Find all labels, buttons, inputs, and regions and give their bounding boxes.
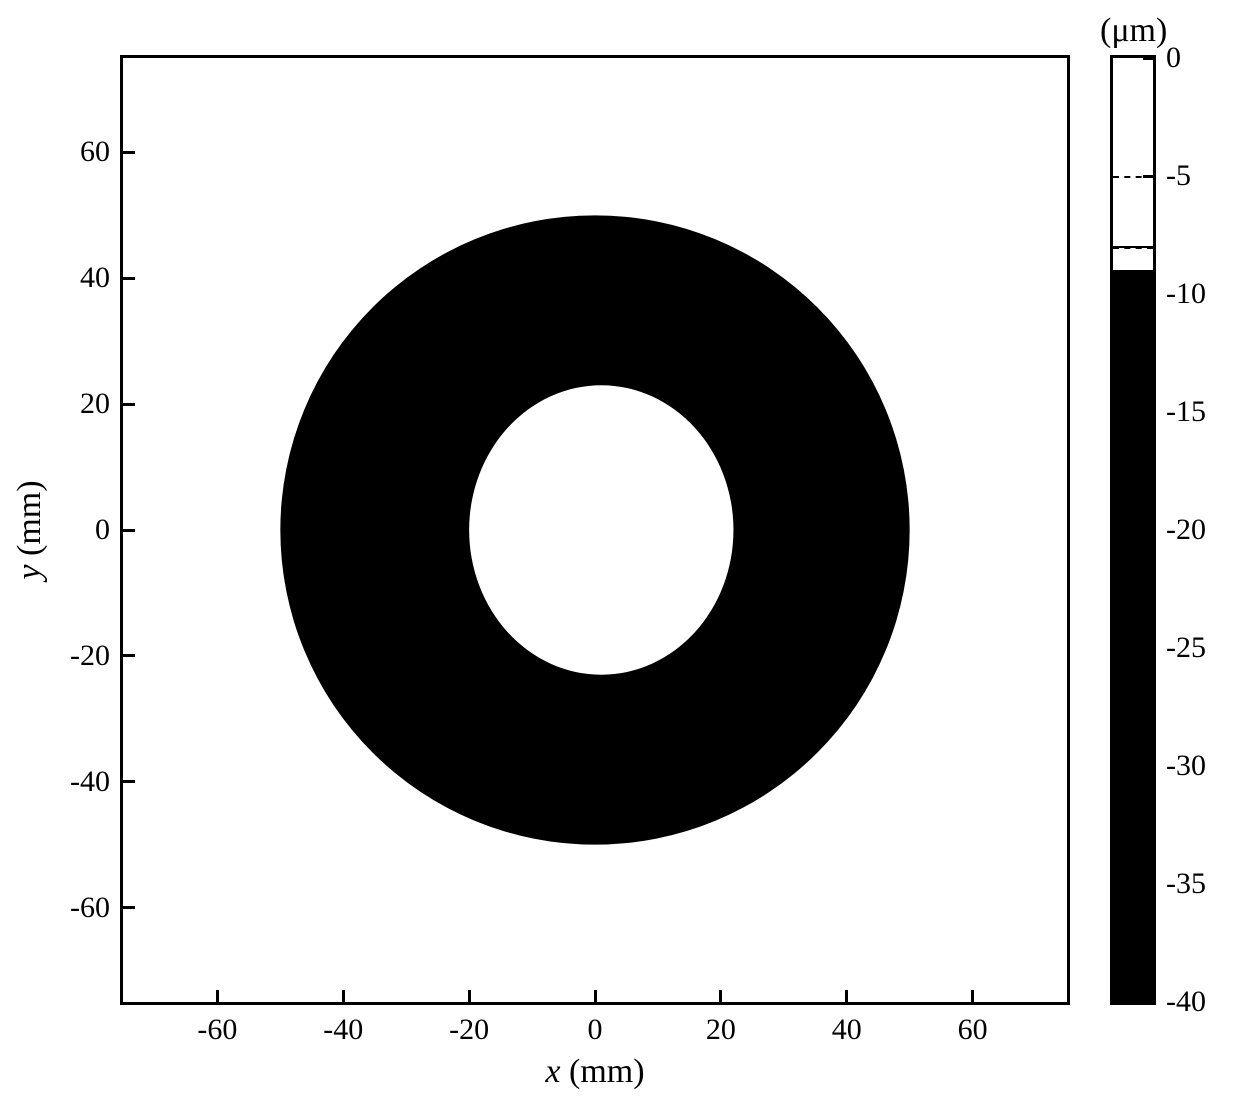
colorbar-segment [1113,247,1153,271]
x-tick-label: -20 [449,1013,489,1047]
y-tick-label: 0 [95,513,110,547]
colorbar-tick [1143,57,1153,60]
colorbar-dash [1113,247,1153,249]
colorbar-tick-label: -35 [1166,867,1206,901]
y-tick-label: -60 [70,891,110,925]
main-axes [120,55,1070,1005]
x-axis-label: x (mm) [545,1053,644,1091]
colorbar-segment [1113,58,1153,247]
figure: -60 -40 -20 0 20 40 60 -60 -40 -20 0 20 40 60 x (mm)… [0,0,1240,1110]
y-axis-label: y (mm) [11,480,49,579]
colorbar-tick [1143,293,1153,296]
colorbar-tick [1143,883,1153,886]
colorbar-tick-label: 0 [1166,41,1181,75]
x-tick-label: -40 [323,1013,363,1047]
colorbar-tick-label: -25 [1166,631,1206,665]
colorbar-tick-label: -40 [1166,985,1206,1019]
colorbar-tick [1143,1001,1153,1004]
colorbar-tick [1143,411,1153,414]
colorbar-tick-label: -10 [1166,277,1206,311]
y-tick-label: -40 [70,765,110,799]
colorbar-segment [1113,270,1153,1002]
colorbar-tick-label: -15 [1166,395,1206,429]
x-tick-label: 0 [588,1013,603,1047]
annulus-plot [123,58,1067,1002]
x-tick-label: -60 [197,1013,237,1047]
colorbar-title: (μm) [1100,12,1167,50]
y-tick-label: 20 [80,387,110,421]
x-tick-label: 20 [706,1013,736,1047]
colorbar-tick-label: -5 [1166,159,1191,193]
colorbar-tick-label: -20 [1166,513,1206,547]
annulus-shape [280,215,909,844]
x-tick-label: 60 [958,1013,988,1047]
x-tick-label: 40 [832,1013,862,1047]
colorbar-tick [1143,647,1153,650]
y-tick-label: 60 [80,135,110,169]
colorbar-tick-label: -30 [1166,749,1206,783]
colorbar-tick [1143,765,1153,768]
y-tick-label: -20 [70,639,110,673]
y-tick-label: 40 [80,261,110,295]
colorbar-tick [1143,529,1153,532]
colorbar-tick [1143,175,1153,178]
